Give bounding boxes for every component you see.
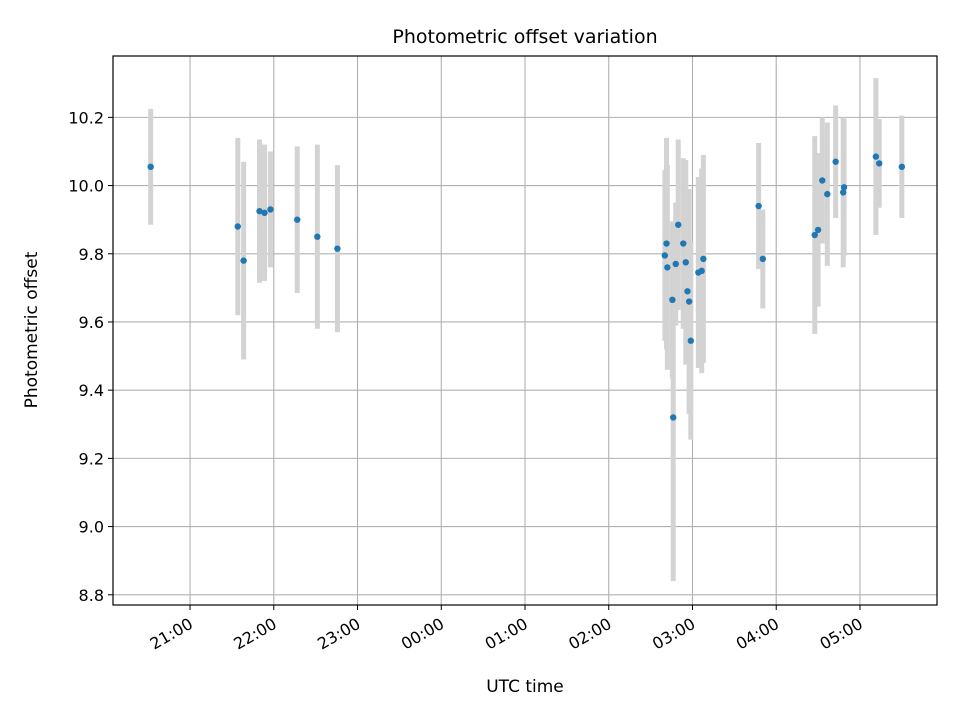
- x-axis-label: UTC time: [486, 677, 564, 697]
- data-point: [872, 153, 880, 160]
- data-point: [670, 414, 677, 421]
- x-tick-label: 04:00: [733, 614, 782, 654]
- data-point: [663, 240, 670, 247]
- data-point: [314, 233, 321, 240]
- data-point: [687, 337, 695, 344]
- y-axis-ticks: 8.8 9.0 9.2 9.4 9.6 9.8 10.0 10.2: [68, 108, 113, 605]
- data-point: [814, 226, 822, 234]
- x-tick-label: 21:00: [147, 614, 196, 654]
- data-point: [811, 231, 818, 239]
- data-point: [672, 260, 679, 268]
- data-point: [698, 267, 705, 275]
- data-point: [234, 223, 241, 230]
- data-point: [840, 184, 848, 191]
- data-point: [755, 202, 762, 210]
- data-point: [240, 257, 247, 264]
- data-points: [147, 153, 906, 421]
- data-point: [294, 216, 301, 223]
- error-bars: [148, 78, 905, 582]
- x-tick-label: 22:00: [230, 614, 279, 654]
- data-point: [680, 240, 687, 247]
- data-point: [819, 177, 826, 184]
- data-point: [876, 160, 883, 167]
- data-point: [669, 296, 676, 304]
- data-point: [256, 207, 263, 215]
- grid: [113, 56, 937, 605]
- data-point: [267, 206, 274, 213]
- y-tick-label: 10.0: [68, 177, 104, 196]
- x-tick-label: 05:00: [817, 614, 866, 654]
- x-tick-label: 00:00: [398, 614, 447, 654]
- chart-title: Photometric offset variation: [392, 26, 657, 48]
- x-tick-label: 03:00: [649, 614, 698, 654]
- data-point: [898, 163, 906, 171]
- y-tick-label: 8.8: [79, 586, 104, 605]
- y-tick-label: 9.8: [79, 245, 104, 264]
- x-tick-label: 01:00: [482, 614, 531, 654]
- y-tick-label: 9.2: [79, 449, 104, 468]
- data-point: [832, 158, 839, 165]
- data-point: [684, 288, 691, 295]
- x-tick-label: 02:00: [565, 614, 614, 654]
- y-tick-label: 10.2: [68, 108, 104, 127]
- data-point: [700, 255, 707, 263]
- data-point: [334, 245, 341, 252]
- data-point: [675, 221, 682, 228]
- data-point: [824, 190, 831, 198]
- data-point: [682, 259, 689, 266]
- data-point: [661, 252, 669, 259]
- y-tick-label: 9.0: [79, 518, 104, 537]
- data-point: [664, 264, 671, 271]
- y-tick-label: 9.6: [79, 313, 104, 332]
- x-tick-label: 23:00: [314, 614, 363, 654]
- x-axis-ticks: 21:00 22:00 23:00 00:00 01:00 02:00 03:00 04:00…: [147, 605, 866, 654]
- data-point: [685, 298, 693, 305]
- y-axis-label: Photometric offset: [22, 251, 42, 408]
- data-point: [759, 255, 767, 263]
- data-point: [261, 209, 268, 217]
- y-tick-label: 9.4: [79, 381, 104, 400]
- data-point: [147, 163, 154, 171]
- data-point: [840, 189, 847, 196]
